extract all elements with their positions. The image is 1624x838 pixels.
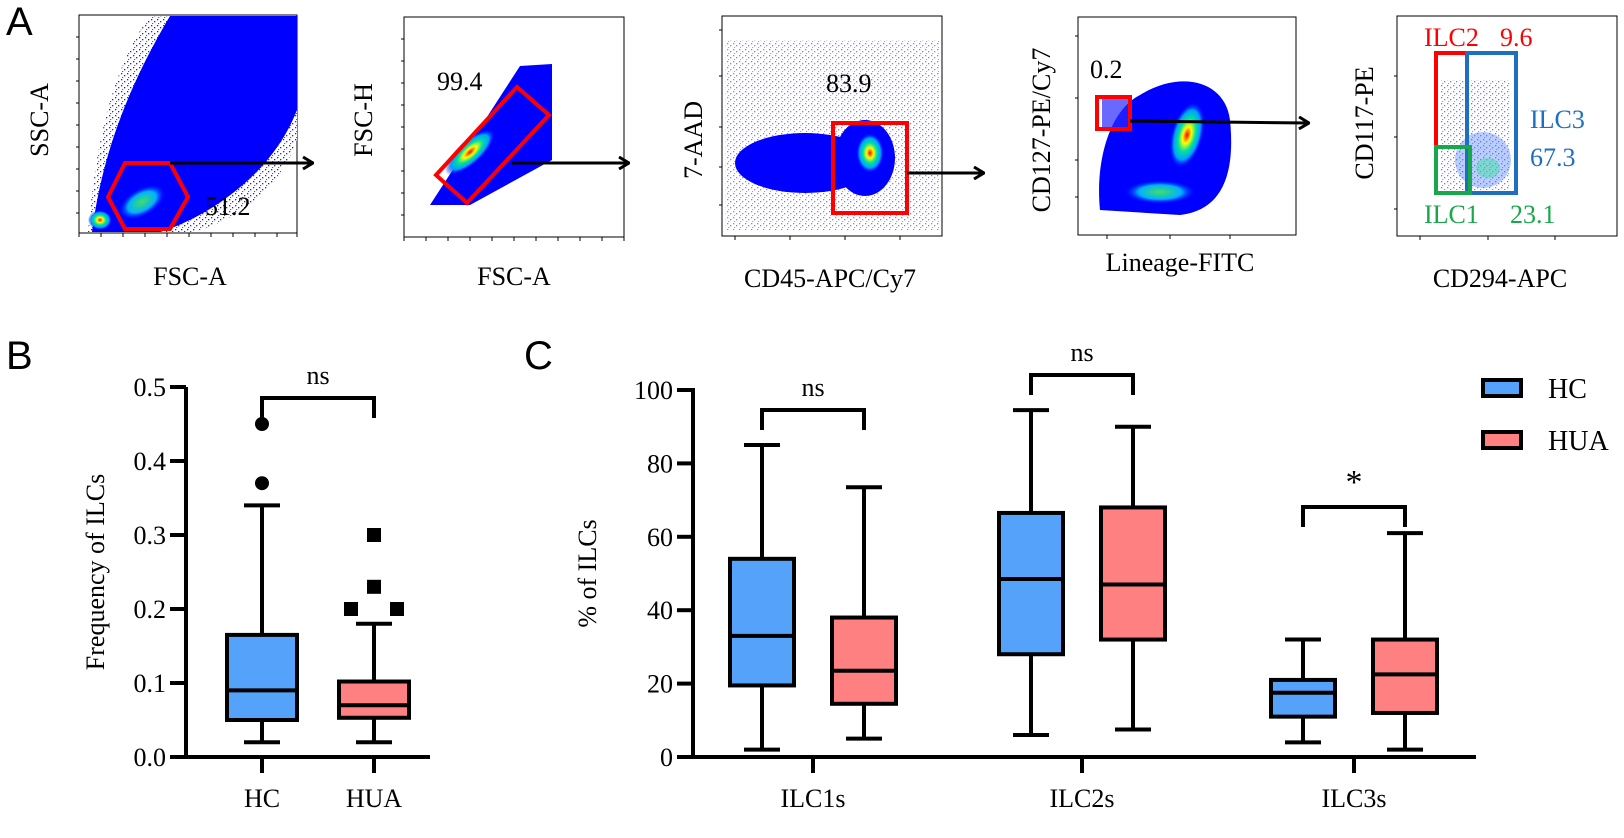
gate-rect bbox=[1095, 95, 1132, 131]
outlier-point bbox=[367, 528, 381, 542]
significance-bracket bbox=[260, 396, 376, 418]
outlier-point bbox=[390, 602, 404, 616]
box-iqr bbox=[728, 556, 796, 688]
y-tick-label: 0.2 bbox=[134, 595, 167, 624]
flow-plot-fsc-ssc bbox=[76, 14, 312, 237]
x-axis-label-5: CD294-APC bbox=[1433, 264, 1567, 293]
event-cloud-dense bbox=[92, 16, 297, 232]
box-ilc3s-hc bbox=[1269, 637, 1337, 745]
gate-label-ilc1: ILC1 bbox=[1424, 200, 1479, 229]
outlier-point bbox=[367, 579, 381, 594]
gate-rect bbox=[831, 121, 909, 215]
gate-value-2: 99.4 bbox=[437, 67, 483, 96]
x-tick-label: ILC2s bbox=[1050, 784, 1115, 813]
gate-value-ilc2: 9.6 bbox=[1500, 23, 1533, 52]
gate-label-ilc2: ILC2 bbox=[1424, 23, 1479, 52]
box-iqr bbox=[1371, 637, 1439, 715]
y-tick-label: 40 bbox=[647, 596, 673, 625]
flow-plot-lineage bbox=[1075, 16, 1308, 239]
box-iqr bbox=[1269, 677, 1337, 719]
y-tick-label: 0 bbox=[660, 743, 673, 772]
box-hua bbox=[337, 528, 411, 745]
y-tick-label: 20 bbox=[647, 670, 673, 699]
flow-plot-live-cd45 bbox=[719, 15, 983, 240]
plot-area: 0 20 40 60 80 100 % of ILCs ILC1s ns ILC2s ns ILC3s… bbox=[573, 338, 1609, 813]
x-tick-label: HUA bbox=[346, 784, 403, 813]
box-ilc2s-hc bbox=[997, 408, 1065, 737]
x-axis-label-1: FSC-A bbox=[153, 262, 227, 291]
y-axis-label-1: SSC-A bbox=[25, 83, 54, 157]
gate-arrow bbox=[1129, 121, 1308, 123]
x-axis-label-4: Lineage-FITC bbox=[1106, 248, 1255, 277]
significance-label: ns bbox=[306, 361, 329, 390]
panel-a-flow-gating: 51.2 SSC-A FSC-A 99.4 FSC-H FSC-A 83.9 7… bbox=[25, 14, 1618, 293]
y-axis-label: % of ILCs bbox=[573, 519, 602, 627]
outlier-point bbox=[344, 602, 358, 616]
y-ticks bbox=[76, 36, 79, 214]
plot-area: 0.0 0.1 0.2 0.3 0.4 0.5 Frequency of ILCs HC HUA… bbox=[81, 361, 430, 813]
panel-label-c: C bbox=[524, 334, 553, 378]
box-ilc2s-hua bbox=[1099, 424, 1167, 732]
y-tick-label: 0.4 bbox=[134, 447, 167, 476]
panel-label-b: B bbox=[6, 334, 33, 378]
outlier-point bbox=[255, 476, 269, 491]
flow-plot-singlets bbox=[401, 16, 628, 241]
box-ilc1s-hc bbox=[728, 443, 796, 752]
y-tick-label: 60 bbox=[647, 523, 673, 552]
box-iqr bbox=[1099, 505, 1167, 642]
legend-label-hua: HUA bbox=[1548, 426, 1609, 457]
gate-value-1: 51.2 bbox=[205, 192, 251, 221]
legend-swatch-hua bbox=[1481, 430, 1523, 450]
x-axis-label-2: FSC-A bbox=[477, 262, 551, 291]
y-tick-label: 0.5 bbox=[134, 373, 167, 402]
significance-bracket bbox=[1029, 373, 1135, 395]
gate-ilc1 bbox=[1434, 145, 1472, 195]
gate-label-ilc3: ILC3 bbox=[1530, 105, 1585, 134]
y-tick-label: 0.3 bbox=[134, 521, 167, 550]
x-ticks bbox=[78, 233, 298, 237]
y-axis-label-2: FSC-H bbox=[349, 83, 378, 157]
y-axis-label: Frequency of ILCs bbox=[81, 474, 110, 670]
gate-value-3: 83.9 bbox=[826, 69, 872, 98]
box-iqr bbox=[225, 632, 299, 723]
box-ilc3s-hua bbox=[1371, 531, 1439, 752]
box-ilc1s-hua bbox=[830, 485, 898, 741]
gate-value-ilc3: 67.3 bbox=[1530, 143, 1576, 172]
legend: HC HUA bbox=[1481, 374, 1609, 457]
gate-ilc3 bbox=[1465, 51, 1518, 195]
x-tick-label: ILC1s bbox=[781, 784, 846, 813]
y-tick-label: 0.0 bbox=[134, 743, 167, 772]
legend-label-hc: HC bbox=[1548, 374, 1587, 405]
gate-rotated-rect bbox=[433, 84, 552, 206]
x-tick-label: HC bbox=[244, 784, 280, 813]
box-hc bbox=[225, 417, 299, 745]
flow-plot-ilc-subsets bbox=[1394, 15, 1618, 240]
significance-label: ns bbox=[801, 373, 824, 402]
x-axis-label-3: CD45-APC/Cy7 bbox=[744, 264, 916, 293]
y-tick-label: 80 bbox=[647, 449, 673, 478]
box-iqr bbox=[997, 510, 1065, 657]
significance-label: * bbox=[1346, 464, 1363, 501]
panel-label-a: A bbox=[6, 0, 33, 44]
significance-bracket bbox=[1301, 505, 1407, 527]
box-iqr bbox=[337, 679, 411, 720]
significance-label: ns bbox=[1070, 338, 1093, 367]
significance-bracket bbox=[760, 408, 866, 430]
outlier-point bbox=[255, 417, 269, 431]
y-axis-label-3: 7-AAD bbox=[679, 101, 708, 179]
y-axis-label-4: CD127-PE/Cy7 bbox=[1027, 48, 1056, 213]
legend-swatch-hc bbox=[1481, 378, 1523, 398]
y-tick-label: 100 bbox=[634, 376, 673, 405]
y-axis-label-5: CD117-PE bbox=[1350, 66, 1379, 179]
gate-value-ilc1: 23.1 bbox=[1510, 200, 1556, 229]
x-tick-label: ILC3s bbox=[1322, 784, 1387, 813]
gate-value-4: 0.2 bbox=[1090, 55, 1123, 84]
y-tick-label: 0.1 bbox=[134, 669, 167, 698]
box-iqr bbox=[830, 615, 898, 706]
